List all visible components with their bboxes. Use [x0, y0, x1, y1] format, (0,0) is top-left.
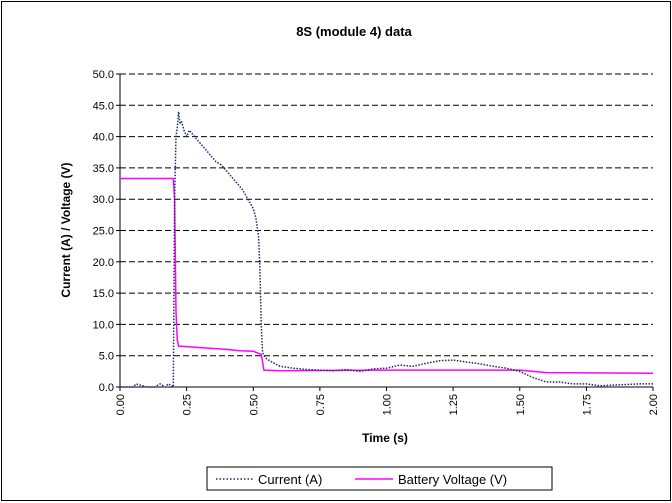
- x-tick-label-6: 1.50: [515, 394, 527, 415]
- x-tick-label-1: 0.25: [182, 394, 194, 415]
- x-tick-label-3: 0.75: [315, 394, 327, 415]
- y-tick-label-7: 35.0: [93, 163, 114, 175]
- legend-label-voltage: Battery Voltage (V): [398, 472, 507, 487]
- y-tick-label-2: 10.0: [93, 319, 114, 331]
- series-layer: [120, 110, 654, 388]
- y-tick-label-8: 40.0: [93, 132, 114, 144]
- y-tick-label-3: 15.0: [93, 288, 114, 300]
- x-tick-label-0: 0.00: [115, 394, 127, 415]
- y-tick-label-10: 50.0: [93, 69, 114, 81]
- x-tick-label-5: 1.25: [448, 394, 460, 415]
- series-line-1: [120, 177, 654, 374]
- legend: Current (A) Battery Voltage (V): [206, 466, 553, 491]
- y-tick-label-0: 0.0: [99, 382, 114, 394]
- y-tick-label-9: 45.0: [93, 100, 114, 112]
- y-tick-label-6: 30.0: [93, 194, 114, 206]
- y-tick-label-5: 25.0: [93, 226, 114, 238]
- grid-layer: [120, 73, 653, 357]
- chart-title: 8S (module 4) data: [296, 24, 412, 39]
- x-tick-label-8: 2.00: [648, 394, 660, 415]
- y-tick-label-4: 20.0: [93, 257, 114, 269]
- x-tick-label-4: 1.00: [382, 394, 394, 415]
- legend-label-current: Current (A): [258, 472, 322, 487]
- axis-layer: 0.0 5.0 10.0 15.0 20.0 25.0 30.0 35.0 40.0 45.0 50…: [93, 69, 660, 415]
- x-axis-label: Time (s): [362, 431, 408, 445]
- y-tick-label-1: 5.0: [99, 351, 114, 363]
- x-tick-label-7: 1.75: [581, 394, 593, 415]
- y-axis-label: Current (A) / Voltage (V): [59, 162, 73, 297]
- x-tick-label-2: 0.50: [248, 394, 260, 415]
- series-line-0: [120, 110, 653, 388]
